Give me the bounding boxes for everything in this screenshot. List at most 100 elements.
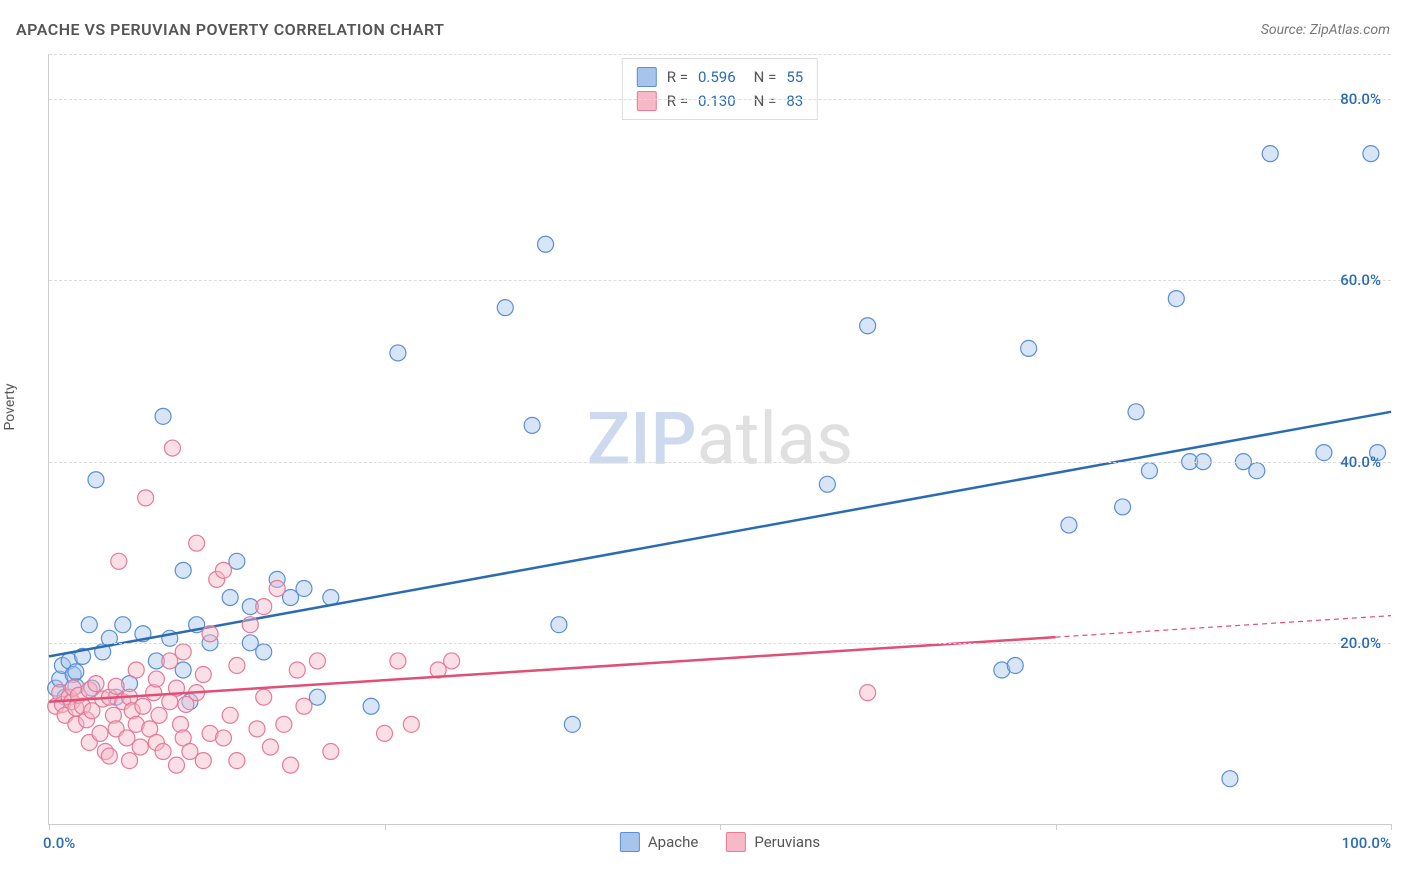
- data-point: [860, 685, 876, 701]
- data-point: [276, 716, 292, 732]
- data-point: [289, 662, 305, 678]
- y-tick-label: 40.0%: [1340, 453, 1381, 471]
- data-point: [111, 553, 127, 569]
- data-point: [262, 739, 278, 755]
- data-point: [88, 676, 104, 692]
- data-point: [122, 753, 138, 769]
- data-point: [88, 472, 104, 488]
- n-value: 83: [786, 89, 803, 113]
- data-point: [155, 408, 171, 424]
- data-point: [1222, 771, 1238, 787]
- data-point: [390, 653, 406, 669]
- x-tick: [1391, 824, 1392, 830]
- data-point: [108, 678, 124, 694]
- legend-label: Peruvians: [754, 833, 820, 851]
- data-point: [296, 698, 312, 714]
- chart-header: APACHE VS PERUVIAN POVERTY CORRELATION C…: [16, 20, 1390, 39]
- data-point: [249, 721, 265, 737]
- data-point: [256, 689, 272, 705]
- gridline: [49, 99, 1391, 100]
- n-label: N =: [754, 89, 777, 113]
- r-value: 0.130: [698, 89, 736, 113]
- legend-item: Peruvians: [726, 832, 820, 852]
- data-point: [1316, 445, 1332, 461]
- x-tick-label: 0.0%: [43, 834, 75, 852]
- data-point: [138, 490, 154, 506]
- data-point: [222, 590, 238, 606]
- gridline: [49, 54, 1391, 55]
- r-label: R =: [667, 65, 688, 89]
- y-tick-label: 60.0%: [1340, 271, 1381, 289]
- data-point: [92, 725, 108, 741]
- data-point: [135, 698, 151, 714]
- legend-swatch: [620, 832, 640, 852]
- data-point: [1007, 657, 1023, 673]
- chart-title: APACHE VS PERUVIAN POVERTY CORRELATION C…: [16, 20, 444, 39]
- data-point: [195, 667, 211, 683]
- scatter-chart: [49, 54, 1391, 824]
- data-point: [215, 730, 231, 746]
- data-point: [1021, 340, 1037, 356]
- data-point: [175, 644, 191, 660]
- data-point: [195, 753, 211, 769]
- x-tick: [49, 824, 50, 830]
- legend-label: Apache: [648, 833, 698, 851]
- r-value: 0.596: [698, 65, 736, 89]
- data-point: [323, 744, 339, 760]
- data-point: [269, 580, 285, 596]
- data-point: [538, 236, 554, 252]
- data-point: [819, 476, 835, 492]
- data-point: [256, 644, 272, 660]
- chart-source: Source: ZipAtlas.com: [1261, 22, 1390, 38]
- gridline: [49, 462, 1391, 463]
- n-value: 55: [786, 65, 803, 89]
- data-point: [128, 662, 144, 678]
- data-point: [151, 707, 167, 723]
- data-point: [168, 757, 184, 773]
- x-tick: [385, 824, 386, 830]
- data-point: [229, 753, 245, 769]
- data-point: [309, 653, 325, 669]
- data-point: [1363, 146, 1379, 162]
- data-point: [403, 716, 419, 732]
- legend-swatch: [637, 67, 657, 87]
- data-point: [363, 698, 379, 714]
- data-point: [101, 748, 117, 764]
- data-point: [283, 757, 299, 773]
- data-point: [497, 300, 513, 316]
- data-point: [229, 657, 245, 673]
- y-axis-label: Poverty: [2, 383, 18, 430]
- legend-row: R = 0.130 N = 83: [637, 89, 803, 113]
- y-tick-label: 80.0%: [1340, 90, 1381, 108]
- x-tick: [720, 824, 721, 830]
- y-tick-label: 20.0%: [1340, 634, 1381, 652]
- data-point: [1168, 291, 1184, 307]
- data-point: [164, 440, 180, 456]
- series-legend: Apache Peruvians: [620, 832, 820, 852]
- legend-item: Apache: [620, 832, 698, 852]
- n-label: N =: [754, 65, 777, 89]
- gridline: [49, 643, 1391, 644]
- data-point: [444, 653, 460, 669]
- data-point: [189, 535, 205, 551]
- data-point: [222, 707, 238, 723]
- data-point: [148, 671, 164, 687]
- data-point: [390, 345, 406, 361]
- data-point: [132, 739, 148, 755]
- data-point: [1141, 463, 1157, 479]
- data-point: [1115, 499, 1131, 515]
- x-tick-label: 100.0%: [1342, 834, 1391, 852]
- data-point: [564, 716, 580, 732]
- data-point: [551, 617, 567, 633]
- r-label: R =: [667, 89, 688, 113]
- data-point: [1262, 146, 1278, 162]
- data-point: [1128, 404, 1144, 420]
- data-point: [81, 617, 97, 633]
- data-point: [68, 664, 84, 680]
- legend-swatch: [726, 832, 746, 852]
- data-point: [202, 626, 218, 642]
- plot-area: ZIPatlas R =0.596N =55R =0.130N =83 Apac…: [48, 54, 1391, 825]
- legend-swatch: [637, 91, 657, 111]
- data-point: [115, 617, 131, 633]
- data-point: [860, 318, 876, 334]
